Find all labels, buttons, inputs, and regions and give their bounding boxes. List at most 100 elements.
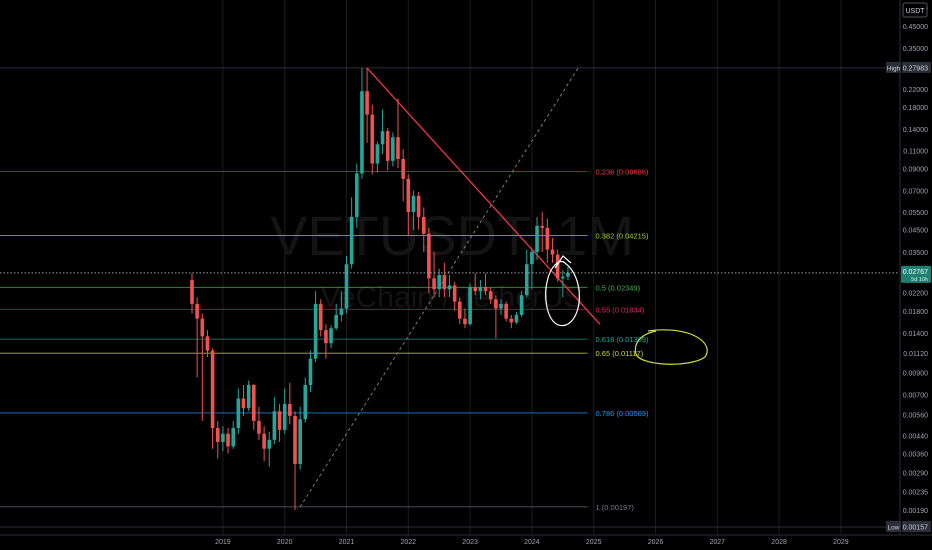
fib-level-label: 0.55 (0.01834) bbox=[596, 305, 645, 314]
time-tick-label: 2022 bbox=[401, 539, 417, 546]
currency-badge[interactable]: USDT bbox=[902, 2, 928, 18]
candle-body bbox=[318, 303, 323, 331]
candle-body bbox=[257, 420, 261, 434]
last-price-badge-value: 0.02767 bbox=[903, 269, 928, 276]
candle-body bbox=[200, 318, 205, 337]
candle-body bbox=[365, 91, 369, 115]
candle-body bbox=[437, 274, 441, 290]
last-price-countdown: 5d 10h bbox=[911, 277, 928, 283]
candle-body bbox=[231, 428, 236, 447]
candle-body bbox=[339, 308, 344, 315]
high-tag-bg bbox=[886, 61, 901, 73]
hand-drawn-arrow[interactable] bbox=[554, 255, 572, 269]
time-tick-label: 2025 bbox=[586, 539, 602, 546]
price-tick-label: 0.00360 bbox=[903, 451, 928, 458]
low-value-label: 0.00157 bbox=[903, 525, 928, 532]
candle-body bbox=[396, 137, 400, 160]
price-tick-label: 0.35000 bbox=[903, 46, 928, 53]
candle-body bbox=[540, 225, 545, 228]
candle-body bbox=[509, 318, 514, 323]
candle-body bbox=[241, 398, 246, 409]
fib-level-label: 0.65 (0.01117) bbox=[596, 349, 644, 358]
time-tick-label: 2021 bbox=[339, 539, 355, 546]
price-tick-label: 0.02200 bbox=[903, 290, 928, 297]
time-tick-label: 2020 bbox=[277, 539, 293, 546]
candle-body bbox=[561, 276, 565, 279]
candle-body bbox=[190, 280, 194, 304]
high-value-label: 0.27983 bbox=[903, 65, 928, 72]
price-tick-label: 0.01400 bbox=[903, 331, 928, 338]
candle-body bbox=[545, 227, 550, 250]
candle-body bbox=[473, 287, 478, 292]
time-tick-label: 2023 bbox=[462, 539, 478, 546]
fib-retracement[interactable]: 0.236 (0.08686) 0.382 (0.04215) 0.5 (0.023… bbox=[0, 167, 649, 512]
low-tag: Low bbox=[888, 525, 900, 532]
price-tick-label: 0.07000 bbox=[903, 189, 928, 196]
price-tick-label: 0.01800 bbox=[903, 309, 928, 316]
candle-body bbox=[288, 403, 292, 416]
candle-body bbox=[226, 433, 230, 447]
low-tag-bg bbox=[886, 521, 901, 532]
candle-body bbox=[375, 144, 380, 164]
hand-drawn-ellipse-fib[interactable] bbox=[634, 329, 708, 365]
candle-body bbox=[483, 287, 488, 292]
price-tick-label: 0.14000 bbox=[903, 127, 928, 134]
high-tag: High bbox=[887, 65, 901, 72]
candle-body bbox=[427, 233, 431, 279]
candle-body bbox=[334, 314, 338, 329]
price-tick-label: 0.01120 bbox=[903, 351, 928, 358]
candle-body bbox=[385, 131, 390, 161]
price-tick-label: 0.00900 bbox=[903, 370, 928, 377]
candle-body bbox=[488, 291, 493, 300]
candle-body bbox=[252, 384, 256, 421]
candle-body bbox=[380, 131, 385, 145]
watermark-name: VeChain / TetherUS bbox=[321, 281, 584, 314]
price-tick-label: 0.00290 bbox=[903, 471, 928, 478]
candle-body bbox=[236, 398, 241, 429]
candle-body bbox=[432, 278, 436, 290]
candle-body bbox=[535, 225, 539, 253]
candle-body bbox=[504, 303, 508, 319]
candle-body bbox=[277, 411, 282, 430]
fib-level-label: 0.618 (0.01309) bbox=[596, 335, 649, 344]
candle-body bbox=[221, 433, 225, 442]
time-tick-label: 2028 bbox=[771, 539, 787, 546]
candle-body bbox=[262, 433, 266, 449]
candle-body bbox=[452, 285, 457, 302]
last-price-badge-bg bbox=[901, 265, 931, 283]
price-tick-label: 0.22000 bbox=[903, 87, 928, 94]
candle-body bbox=[524, 264, 529, 296]
fib-level-label: 1 (0.00197) bbox=[596, 503, 635, 512]
candle-body bbox=[401, 159, 405, 179]
hand-drawn-ellipse-price[interactable] bbox=[545, 261, 580, 327]
candle-body bbox=[370, 114, 375, 164]
candle-body bbox=[282, 403, 287, 430]
price-tick-label: 0.45000 bbox=[903, 24, 928, 31]
candle-body bbox=[324, 330, 328, 344]
price-tick-label: 0.00560 bbox=[903, 412, 928, 419]
candle-body bbox=[360, 91, 364, 174]
candle-body bbox=[416, 195, 421, 217]
candle-body bbox=[391, 137, 395, 161]
candle-body bbox=[355, 173, 359, 217]
price-tick-label: 0.05500 bbox=[903, 210, 928, 217]
price-tick-label: 0.18000 bbox=[903, 105, 928, 112]
time-axis[interactable]: 2019 2020 2021 2022 2023 2024 2025 2026 2027 2028… bbox=[0, 534, 932, 546]
candle-body bbox=[530, 252, 534, 265]
hand-drawings[interactable] bbox=[545, 255, 708, 365]
time-tick-label: 2029 bbox=[833, 539, 849, 546]
candle-body bbox=[205, 336, 210, 351]
candle-body bbox=[272, 411, 277, 440]
currency-label: USDT bbox=[905, 8, 925, 15]
candle-body bbox=[406, 178, 411, 212]
time-tick-label: 2027 bbox=[710, 539, 726, 546]
fib-level-label: 0.5 (0.02349) bbox=[596, 283, 641, 292]
candle-body bbox=[478, 287, 483, 292]
candle-body bbox=[303, 384, 308, 420]
time-tick-label: 2024 bbox=[524, 539, 540, 546]
candle-body bbox=[457, 301, 462, 319]
candle-body bbox=[298, 419, 302, 464]
candles bbox=[190, 67, 570, 511]
candle-body bbox=[468, 287, 472, 325]
